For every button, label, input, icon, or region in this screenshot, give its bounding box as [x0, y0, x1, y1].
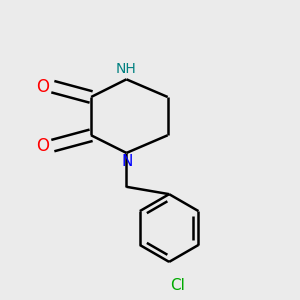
- Text: NH: NH: [116, 62, 137, 76]
- Text: O: O: [36, 78, 49, 96]
- Text: O: O: [36, 136, 49, 154]
- Text: Cl: Cl: [170, 278, 185, 293]
- Text: N: N: [122, 154, 133, 169]
